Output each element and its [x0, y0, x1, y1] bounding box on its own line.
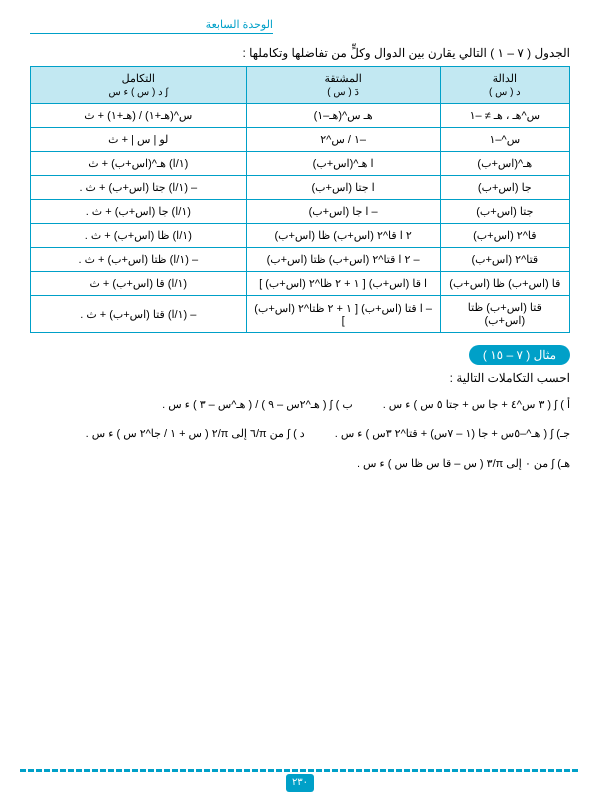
problem-a: أ ) ∫ ( ٣ س^٤ + جا س + جتا ٥ س ) ء س .	[383, 393, 570, 418]
problem-d: د ) ∫ من π/٦ إلى π/٢ ( س + ١ / جا^٢ س ) …	[86, 422, 305, 447]
cell-func: قا^٢ (اس+ب)	[440, 224, 569, 248]
cell-deriv: – ٢ ا قتا^٢ (اس+ب) ظتا (اس+ب)	[246, 248, 440, 272]
cell-func: هـ^(اس+ب)	[440, 152, 569, 176]
cell-deriv: – ا جا (اس+ب)	[246, 200, 440, 224]
cell-func: س^–١	[440, 128, 569, 152]
page-footer: ٢٣٠	[0, 769, 600, 792]
page-number: ٢٣٠	[286, 774, 314, 792]
table-row: قا (اس+ب) ظا (اس+ب)ا قا (اس+ب) [ ١ + ٢ ظ…	[31, 272, 570, 296]
problem-c: جـ) ∫ ( هـ^–٥س + جا (١ – ٧س) + قتا^٢ ٣س …	[335, 422, 570, 447]
table-body: س^هـ ، هـ ≠ –١هـ س^(هـ–١)س^(هـ+١) / (هـ+…	[31, 104, 570, 333]
table-row: جا (اس+ب)ا جتا (اس+ب)– (١/ا) جتا (اس+ب) …	[31, 176, 570, 200]
example-prompt: احسب التكاملات التالية :	[30, 371, 570, 385]
th-integral: التكامل ∫ د ( س ) ء س	[31, 67, 247, 104]
cell-integ: – (١/ا) جتا (اس+ب) + ث .	[31, 176, 247, 200]
table-row: جتا (اس+ب)– ا جا (اس+ب)(١/ا) جا (اس+ب) +…	[31, 200, 570, 224]
cell-integ: (١/ا) جا (اس+ب) + ث .	[31, 200, 247, 224]
cell-deriv: ا قا (اس+ب) [ ١ + ٢ ظا^٢ (اس+ب) ]	[246, 272, 440, 296]
th-function-sub: د ( س )	[447, 87, 563, 98]
example-label: مثال ( ٧ – ١٥ )	[469, 345, 570, 365]
problems-block: أ ) ∫ ( ٣ س^٤ + جا س + جتا ٥ س ) ء س . ب…	[30, 393, 570, 477]
table-intro: الجدول ( ٧ – ١ ) التالي يقارن بين الدوال…	[30, 46, 570, 60]
th-integral-label: التكامل	[122, 73, 155, 85]
cell-func: قتا (اس+ب) ظتا (اس+ب)	[440, 296, 569, 333]
footer-ornament	[20, 769, 580, 772]
cell-deriv: ٢ ا قا^٢ (اس+ب) ظا (اس+ب)	[246, 224, 440, 248]
cell-deriv: ا جتا (اس+ب)	[246, 176, 440, 200]
cell-integ: (١/ا) ظا (اس+ب) + ث .	[31, 224, 247, 248]
cell-func: جا (اس+ب)	[440, 176, 569, 200]
problem-e: هـ) ∫ من ٠ إلى π/٣ ( س – قا س ظا س ) ء س…	[357, 452, 570, 477]
table-row: س^هـ ، هـ ≠ –١هـ س^(هـ–١)س^(هـ+١) / (هـ+…	[31, 104, 570, 128]
cell-integ: – (١/ا) ظتا (اس+ب) + ث .	[31, 248, 247, 272]
cell-deriv: ا هـ^(اس+ب)	[246, 152, 440, 176]
cell-deriv: –١ / س^٢	[246, 128, 440, 152]
table-row: قتا^٢ (اس+ب)– ٢ ا قتا^٢ (اس+ب) ظتا (اس+ب…	[31, 248, 570, 272]
cell-func: جتا (اس+ب)	[440, 200, 569, 224]
th-function-label: الدالة	[493, 73, 518, 85]
cell-func: قتا^٢ (اس+ب)	[440, 248, 569, 272]
functions-table: الدالة د ( س ) المشتقة دَ ( س ) التكامل …	[30, 66, 570, 333]
cell-deriv: هـ س^(هـ–١)	[246, 104, 440, 128]
cell-integ: – (١/ا) قتا (اس+ب) + ث .	[31, 296, 247, 333]
table-row: قا^٢ (اس+ب)٢ ا قا^٢ (اس+ب) ظا (اس+ب)(١/ا…	[31, 224, 570, 248]
cell-integ: لو | س | + ث	[31, 128, 247, 152]
cell-integ: (١/ا) قا (اس+ب) + ث	[31, 272, 247, 296]
problem-b: ب ) ∫ ( هـ^٢س – ٩ ) / ( هـ^س – ٣ ) ء س .	[162, 393, 353, 418]
th-derivative-label: المشتقة	[324, 73, 361, 85]
cell-integ: س^(هـ+١) / (هـ+١) + ث	[31, 104, 247, 128]
cell-func: س^هـ ، هـ ≠ –١	[440, 104, 569, 128]
cell-func: قا (اس+ب) ظا (اس+ب)	[440, 272, 569, 296]
table-row: س^–١–١ / س^٢لو | س | + ث	[31, 128, 570, 152]
th-integral-sub: ∫ د ( س ) ء س	[37, 87, 240, 98]
th-derivative-sub: دَ ( س )	[253, 87, 434, 98]
cell-deriv: – ا قتا (اس+ب) [ ١ + ٢ ظتا^٢ (اس+ب) ]	[246, 296, 440, 333]
th-derivative: المشتقة دَ ( س )	[246, 67, 440, 104]
cell-integ: (١/ا) هـ^(اس+ب) + ث	[31, 152, 247, 176]
table-row: هـ^(اس+ب)ا هـ^(اس+ب)(١/ا) هـ^(اس+ب) + ث	[31, 152, 570, 176]
th-function: الدالة د ( س )	[440, 67, 569, 104]
unit-header: الوحدة السابعة	[30, 18, 273, 34]
table-row: قتا (اس+ب) ظتا (اس+ب)– ا قتا (اس+ب) [ ١ …	[31, 296, 570, 333]
